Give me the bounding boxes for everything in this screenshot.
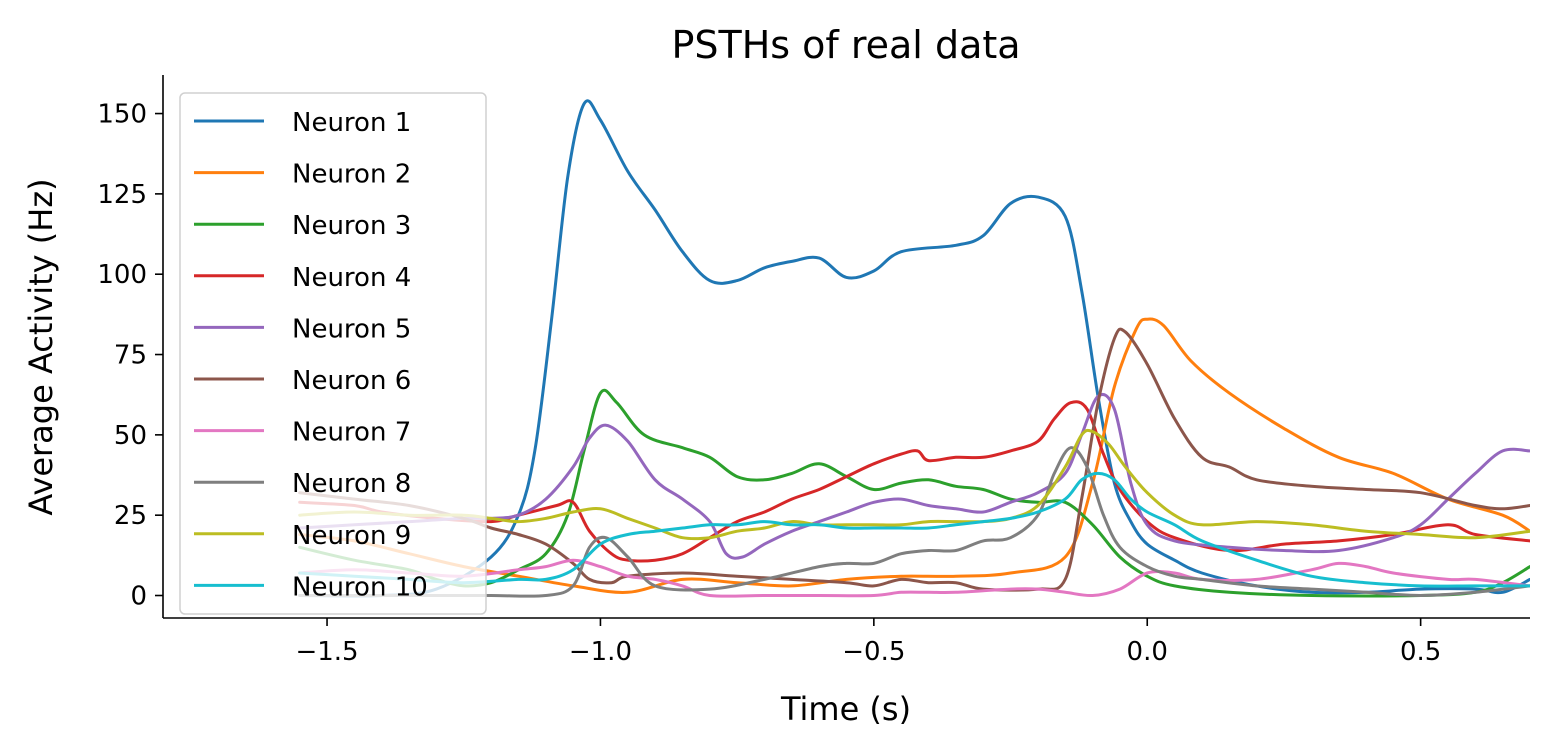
axes-layer [162,75,1530,619]
legend-label-neuron-10: Neuron 10 [292,572,428,602]
legend-label-neuron-6: Neuron 6 [292,366,411,396]
y-tick-label: 100 [97,260,147,290]
series-line-neuron-2 [298,317,1530,594]
legend-entries: Neuron 1 Neuron 2 Neuron 3 Neuron 4 Neuron 5… [194,108,428,602]
legend-label-neuron-7: Neuron 7 [292,418,411,448]
x-tick-label: −1.5 [295,637,358,667]
series-line-neuron-8 [298,446,1530,598]
legend-label-neuron-2: Neuron 2 [292,160,411,190]
x-axis-label: Time (s) [780,690,911,728]
y-tick-label: 125 [97,180,147,210]
y-axis-label: Average Activity (Hz) [22,178,60,515]
legend-label-neuron-4: Neuron 4 [292,263,411,293]
legend-label-neuron-3: Neuron 3 [292,211,411,241]
y-tick-label: 0 [130,582,147,612]
y-tick-label: 25 [114,501,147,531]
series-line-neuron-10 [298,471,1530,588]
y-tick-label: 75 [114,341,147,371]
series-layer [298,99,1530,598]
series-line-neuron-6 [298,327,1530,592]
x-tick-label: −0.5 [842,637,905,667]
x-tick-label: 0.5 [1400,637,1441,667]
legend-label-neuron-9: Neuron 9 [292,521,411,551]
series-line-neuron-7 [298,558,1530,598]
series-line-neuron-9 [298,428,1530,541]
series-line-neuron-1 [298,99,1530,598]
legend-label-neuron-8: Neuron 8 [292,469,411,499]
y-tick-label: 50 [114,421,147,451]
legend-label-neuron-1: Neuron 1 [292,108,411,138]
series-line-neuron-3 [298,388,1530,598]
chart-title: PSTHs of real data [671,23,1020,67]
series-line-neuron-5 [298,392,1530,560]
x-tick-label: −1.0 [569,637,632,667]
ticks-layer: −1.5 −1.0 −0.5 0.0 0.5 0 25 50 75 100 125 150 [97,100,1441,667]
legend: Neuron 1 Neuron 2 Neuron 3 Neuron 4 Neuron 5… [179,92,487,615]
x-tick-label: 0.0 [1127,637,1168,667]
legend-label-neuron-5: Neuron 5 [292,314,411,344]
y-tick-label: 150 [97,100,147,130]
